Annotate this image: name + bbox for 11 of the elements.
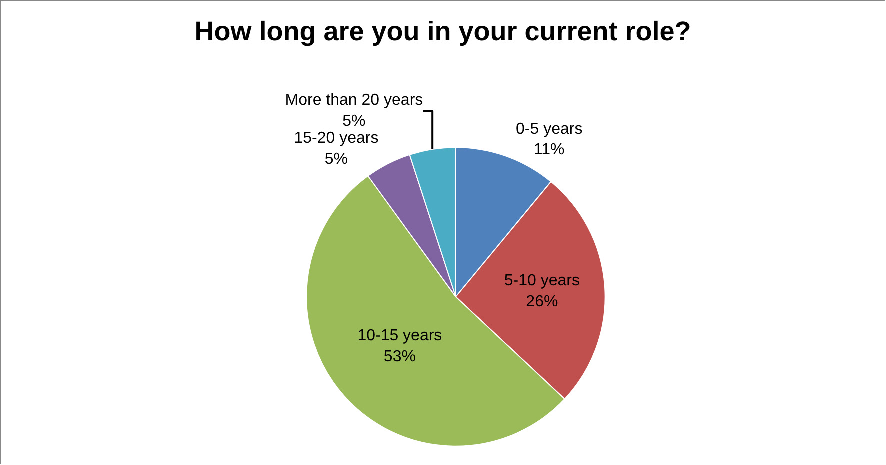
data-label: 11% (534, 142, 565, 159)
slice-label: 0-5 years (516, 120, 583, 138)
data-label: 26% (526, 293, 558, 310)
slice-label: More than 20 years (285, 92, 424, 110)
data-label: 5% (342, 112, 366, 130)
data-label: 53% (384, 348, 416, 366)
slice-label: 5-10 years (504, 272, 580, 290)
slice-label: 15-20 years (294, 130, 379, 147)
data-label: 5% (324, 150, 348, 168)
slice-label: 10-15 years (358, 327, 442, 344)
chart-title: How long are you in your current role? (194, 16, 692, 47)
